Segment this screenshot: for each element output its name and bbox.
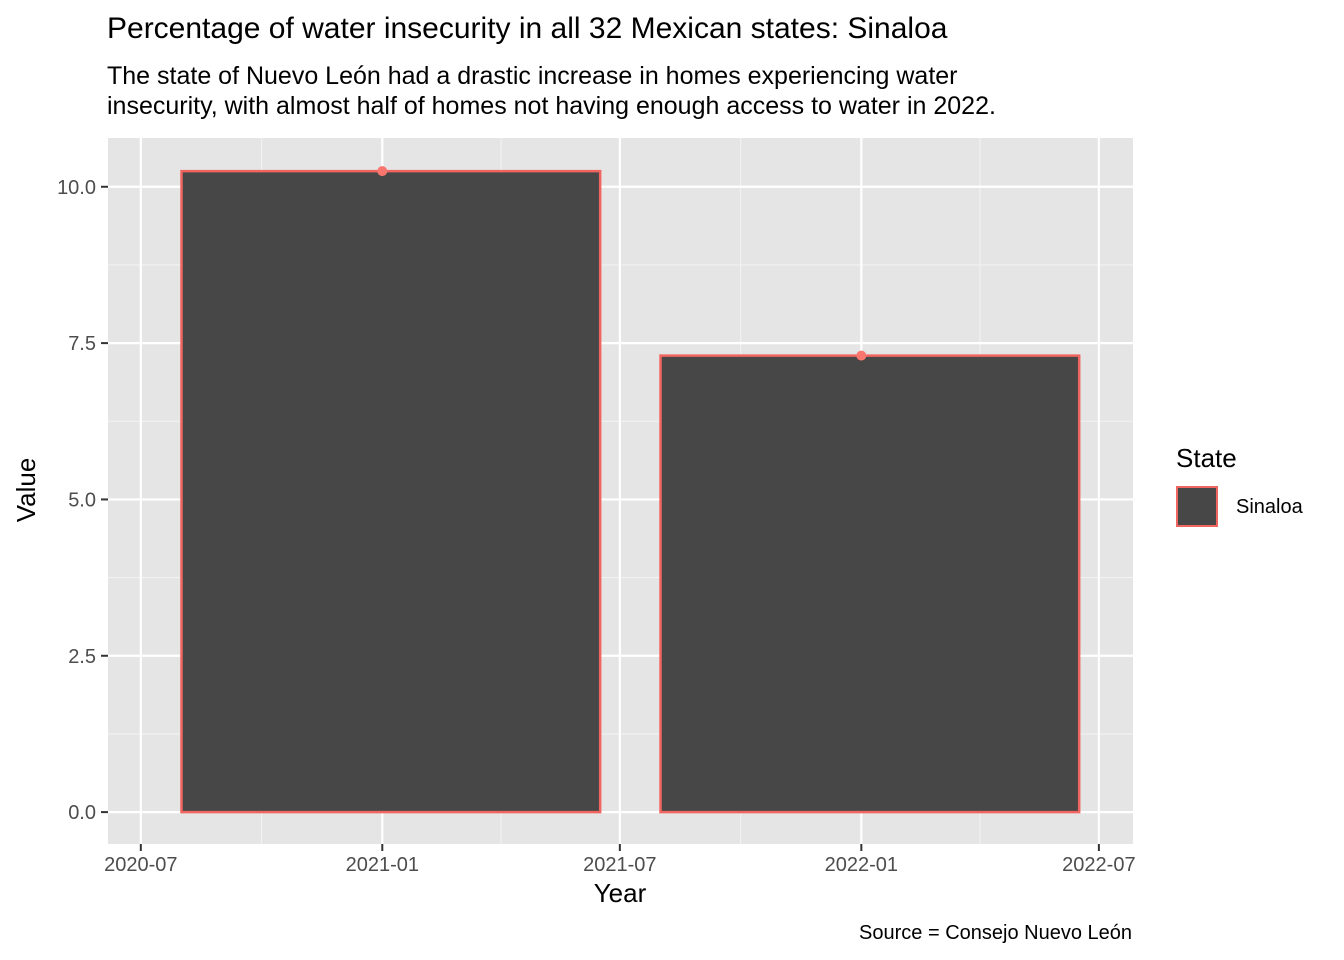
points (377, 166, 867, 361)
chart-subtitle: The state of Nuevo León had a drastic in… (107, 61, 1237, 121)
data-point (377, 166, 388, 177)
legend-key-sinaloa (1176, 486, 1218, 527)
x-tick-label: 2021-01 (346, 854, 419, 876)
x-axis-title: Year (594, 878, 647, 908)
y-tick-label: 5.0 (68, 489, 96, 511)
x-axis: 2020-07 2021-01 2021-07 2022-01 2022-07 (104, 844, 1136, 876)
legend-label-sinaloa: Sinaloa (1236, 496, 1303, 518)
x-tick-label: 2021-07 (583, 854, 656, 876)
y-tick-label: 2.5 (68, 646, 96, 668)
y-tick-label: 10.0 (57, 177, 96, 199)
x-tick-label: 2020-07 (104, 854, 177, 876)
y-tick-label: 7.5 (68, 333, 96, 355)
y-axis: 0.0 2.5 5.0 7.5 10.0 (57, 177, 108, 824)
y-tick-label: 0.0 (68, 802, 96, 824)
bars (180, 169, 1081, 814)
subtitle-line-1: The state of Nuevo León had a drastic in… (107, 62, 958, 90)
chart-title: Percentage of water insecurity in all 32… (107, 12, 948, 45)
y-axis-title: Value (11, 458, 41, 523)
x-tick-label: 2022-07 (1062, 854, 1135, 876)
bar (180, 169, 602, 814)
chart-caption: Source = Consejo Nuevo León (859, 922, 1132, 944)
bar (659, 354, 1081, 814)
subtitle-line-2: insecurity, with almost half of homes no… (107, 92, 996, 120)
legend-title: State (1176, 443, 1237, 473)
x-tick-label: 2022-01 (825, 854, 898, 876)
data-point (856, 350, 867, 361)
